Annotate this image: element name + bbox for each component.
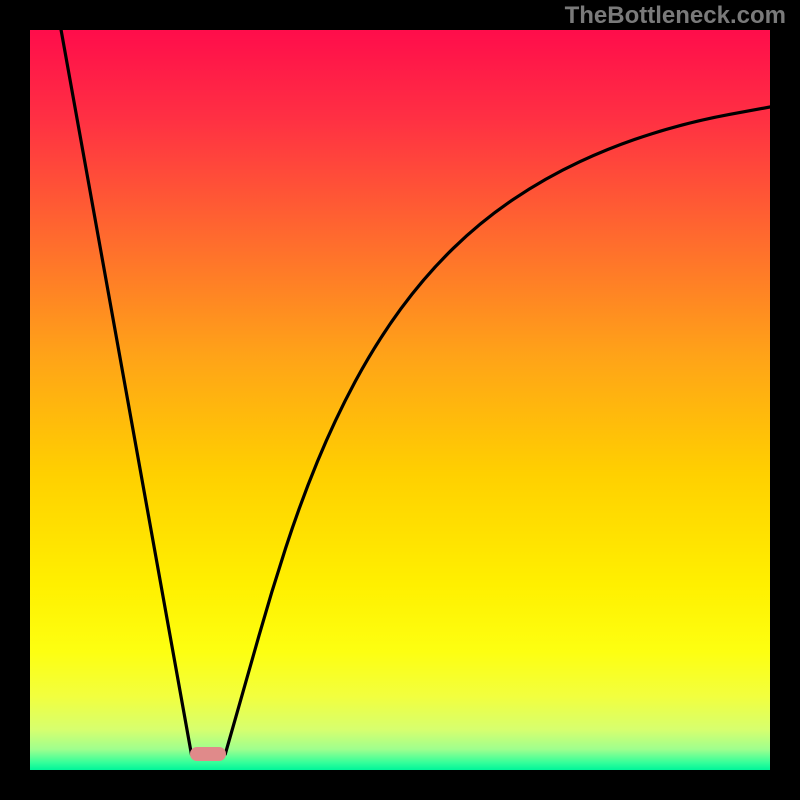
chart-container: TheBottleneck.com [0, 0, 800, 800]
frame-border-bottom [0, 770, 800, 800]
frame-border-right [770, 0, 800, 800]
optimal-marker [190, 747, 226, 761]
plot-area [30, 30, 770, 770]
bottleneck-curve [30, 30, 770, 770]
frame-border-left [0, 0, 30, 800]
watermark-text: TheBottleneck.com [565, 2, 786, 30]
